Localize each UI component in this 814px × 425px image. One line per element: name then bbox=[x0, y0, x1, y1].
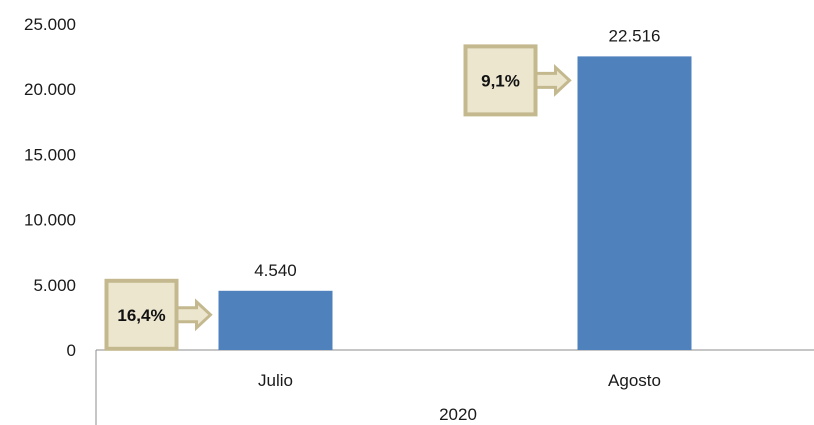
y-tick-label: 10.000 bbox=[24, 211, 76, 230]
y-tick-label: 0 bbox=[67, 341, 76, 360]
axes bbox=[95, 349, 814, 425]
data-labels: 4.540 22.516 bbox=[254, 26, 660, 279]
callout-arrow-icon bbox=[534, 63, 572, 97]
y-tick-label: 25.000 bbox=[24, 15, 76, 34]
callout-arrow-icon bbox=[175, 298, 213, 332]
callout-box bbox=[463, 44, 538, 117]
x-axis-labels: 2020 Julio Agosto bbox=[258, 371, 661, 424]
y-tick-label: 5.000 bbox=[33, 276, 76, 295]
growth-callouts: 16,4% 9,1% bbox=[104, 44, 572, 351]
bars bbox=[218, 56, 692, 351]
y-axis-ticks: 0 5.000 10.000 15.000 20.000 25.000 bbox=[24, 15, 76, 360]
bar-agosto bbox=[577, 56, 692, 351]
x-category-label: Agosto bbox=[608, 371, 661, 390]
growth-callout: 9,1% bbox=[463, 44, 572, 117]
data-label: 22.516 bbox=[609, 26, 661, 45]
data-label: 4.540 bbox=[254, 261, 297, 280]
bar-julio bbox=[218, 290, 333, 350]
callout-value: 9,1% bbox=[481, 71, 520, 90]
x-category-label: Julio bbox=[258, 371, 293, 390]
y-tick-label: 15.000 bbox=[24, 145, 76, 164]
callout-value: 16,4% bbox=[117, 306, 165, 325]
growth-callout: 16,4% bbox=[104, 278, 213, 351]
x-group-label: 2020 bbox=[439, 405, 477, 424]
callout-box bbox=[104, 278, 179, 351]
y-tick-label: 20.000 bbox=[24, 80, 76, 99]
